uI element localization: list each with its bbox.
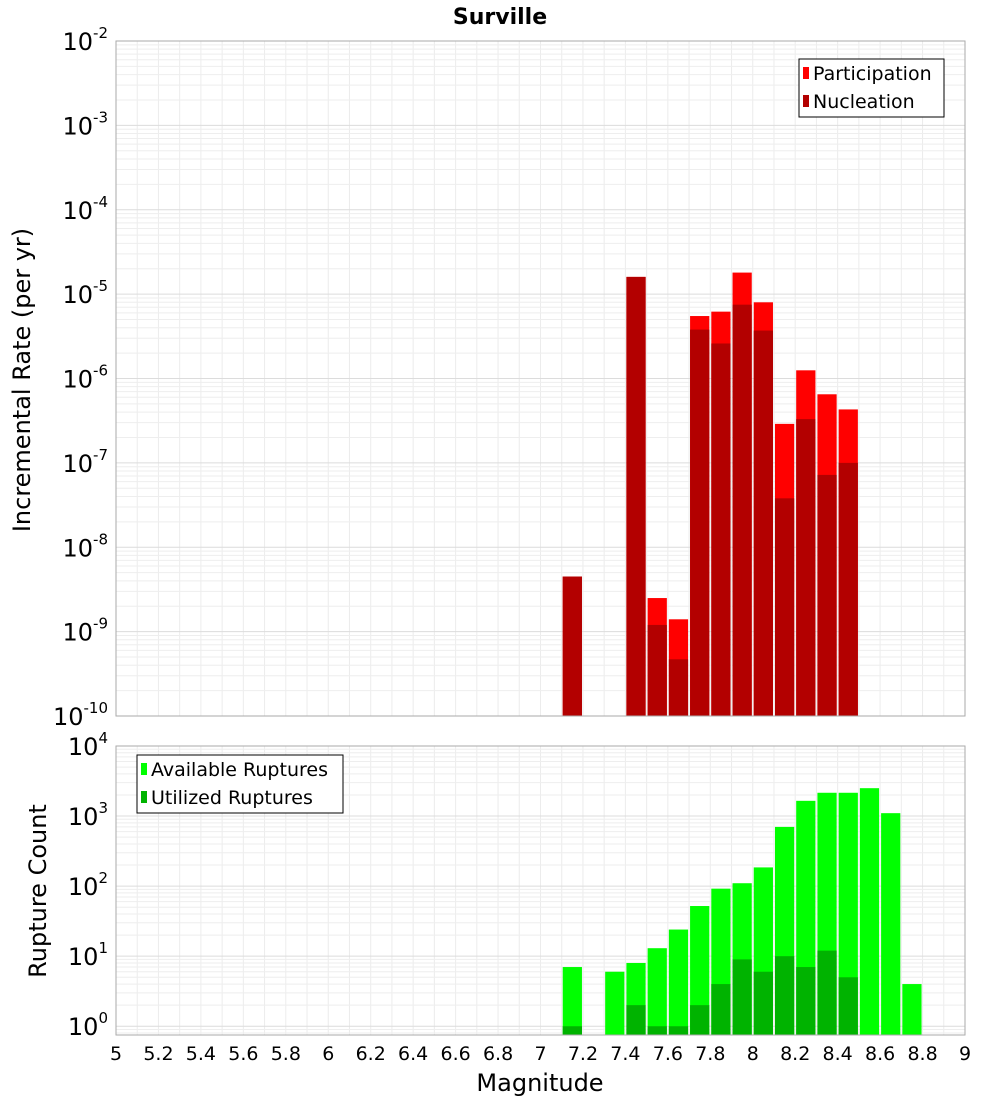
x-tick-label: 6	[322, 1043, 334, 1065]
rate-grid	[115, 40, 966, 717]
count-panel: 104 103 102 101 100 5 5.2 5.4 5.6 5.8 6 6.2 6.4 6.6 6…	[24, 729, 971, 1097]
rate-y-tick-label: 10-3	[62, 108, 108, 140]
count-legend-label: Utilized Ruptures	[151, 787, 313, 809]
rate-legend-label: Nucleation	[813, 91, 915, 113]
rate-y-tick-label: 10-5	[62, 277, 108, 309]
rate-y-tick-label: 10-7	[62, 446, 108, 478]
x-tick-label: 7.8	[695, 1043, 725, 1065]
count-bar-utilized-ruptures	[774, 956, 795, 1035]
count-bar-utilized-ruptures	[732, 959, 752, 1035]
x-tick-labels: 5 5.2 5.4 5.6 5.8 6 6.2 6.4 6.6 6.8 7 7.2 7.4 7.6 7.8 8…	[110, 1043, 971, 1065]
count-bars	[562, 788, 922, 1035]
rate-legend-swatch	[803, 67, 809, 79]
x-tick-label: 8.6	[865, 1043, 895, 1065]
rate-bar-nucleation	[668, 659, 689, 716]
x-tick-label: 8	[747, 1043, 759, 1065]
rate-bar-nucleation	[647, 624, 667, 716]
rate-bar-nucleation	[838, 462, 858, 716]
rate-plot-border	[115, 40, 966, 717]
rate-bar-nucleation	[796, 419, 816, 716]
count-bar-available-ruptures	[562, 967, 582, 1035]
x-tick-label: 5.8	[271, 1043, 301, 1065]
x-tick-label: 5.6	[228, 1043, 258, 1065]
count-bar-utilized-ruptures	[626, 1005, 646, 1035]
x-tick-label: 5.4	[186, 1043, 216, 1065]
rate-y-tick-label: 10-4	[62, 193, 108, 225]
x-tick-label: 7.6	[653, 1043, 683, 1065]
count-bar-utilized-ruptures	[711, 984, 731, 1035]
x-tick-label: 6.4	[398, 1043, 428, 1065]
count-plot-border	[115, 745, 966, 1036]
count-bar-available-ruptures	[902, 984, 922, 1035]
count-legend-swatch	[141, 791, 147, 803]
rate-bar-nucleation	[753, 330, 773, 716]
count-bar-utilized-ruptures	[796, 967, 816, 1035]
x-tick-label: 8.2	[780, 1043, 810, 1065]
count-bar-utilized-ruptures	[753, 971, 773, 1035]
count-y-tick-label: 102	[68, 869, 108, 901]
rate-legend-box	[798, 58, 945, 118]
x-tick-label: 7.2	[568, 1043, 598, 1065]
rate-bar-nucleation	[774, 498, 795, 716]
rate-bar-nucleation	[626, 276, 646, 716]
count-legend: Available Ruptures Utilized Ruptures	[136, 754, 344, 814]
rate-y-tick-label: 10-8	[62, 530, 108, 562]
x-tick-label: 5	[110, 1043, 122, 1065]
x-tick-label: 6.2	[356, 1043, 386, 1065]
count-y-tick-labels: 104 103 102 101 100	[68, 729, 108, 1041]
count-y-tick-label: 103	[68, 799, 108, 831]
rate-y-tick-label: 10-9	[62, 615, 108, 647]
count-y-tick-label: 100	[68, 1009, 108, 1041]
count-legend-box	[136, 754, 344, 814]
rate-y-tick-labels: 10-2 10-3 10-4 10-5 10-6 10-7 10-8 10-9 10-10	[53, 24, 108, 731]
x-tick-label: 7	[534, 1043, 546, 1065]
count-legend-swatch	[141, 763, 147, 775]
count-bar-utilized-ruptures	[562, 1026, 582, 1035]
count-bar-utilized-ruptures	[817, 950, 837, 1035]
rate-y-tick-label: 10-10	[53, 699, 108, 731]
rate-y-tick-label: 10-6	[62, 362, 108, 394]
count-bar-available-ruptures	[647, 948, 667, 1035]
x-tick-label: 6.6	[440, 1043, 470, 1065]
rate-legend: Participation Nucleation	[798, 58, 945, 118]
rate-bar-nucleation	[711, 343, 731, 716]
count-legend-label: Available Ruptures	[151, 759, 328, 781]
count-bar-utilized-ruptures	[690, 1005, 710, 1035]
rate-bar-nucleation	[562, 576, 582, 716]
count-bar-available-ruptures	[881, 813, 901, 1035]
rate-bar-nucleation	[732, 304, 752, 716]
count-y-axis-label: Rupture Count	[24, 804, 52, 978]
chart-title: Surville	[453, 5, 547, 30]
count-y-tick-label: 104	[68, 729, 108, 761]
count-bar-available-ruptures	[859, 788, 880, 1035]
count-bar-utilized-ruptures	[647, 1026, 667, 1035]
count-bar-available-ruptures	[838, 792, 858, 1035]
count-bar-utilized-ruptures	[838, 977, 858, 1035]
rate-bar-nucleation	[690, 329, 710, 716]
x-tick-label: 8.8	[907, 1043, 937, 1065]
x-tick-label: 5.2	[143, 1043, 173, 1065]
rate-legend-swatch	[803, 95, 809, 107]
rate-y-axis-label: Incremental Rate (per yr)	[8, 228, 36, 532]
x-axis-label: Magnitude	[476, 1069, 603, 1097]
x-tick-label: 6.8	[483, 1043, 513, 1065]
rate-y-tick-label: 10-2	[62, 24, 108, 56]
x-tick-label: 7.4	[610, 1043, 640, 1065]
rate-legend-label: Participation	[813, 63, 932, 85]
x-tick-label: 9	[959, 1043, 971, 1065]
count-bar-available-ruptures	[605, 971, 625, 1035]
rate-panel: 10-2 10-3 10-4 10-5 10-6 10-7 10-8 10-9 10-10 In…	[8, 24, 966, 731]
count-bar-available-ruptures	[668, 929, 689, 1035]
count-bar-available-ruptures	[690, 906, 710, 1035]
rate-bar-nucleation	[817, 474, 837, 716]
count-bar-utilized-ruptures	[668, 1026, 689, 1035]
count-y-tick-label: 101	[68, 939, 108, 971]
x-tick-label: 8.4	[823, 1043, 853, 1065]
rate-bars	[562, 272, 858, 716]
